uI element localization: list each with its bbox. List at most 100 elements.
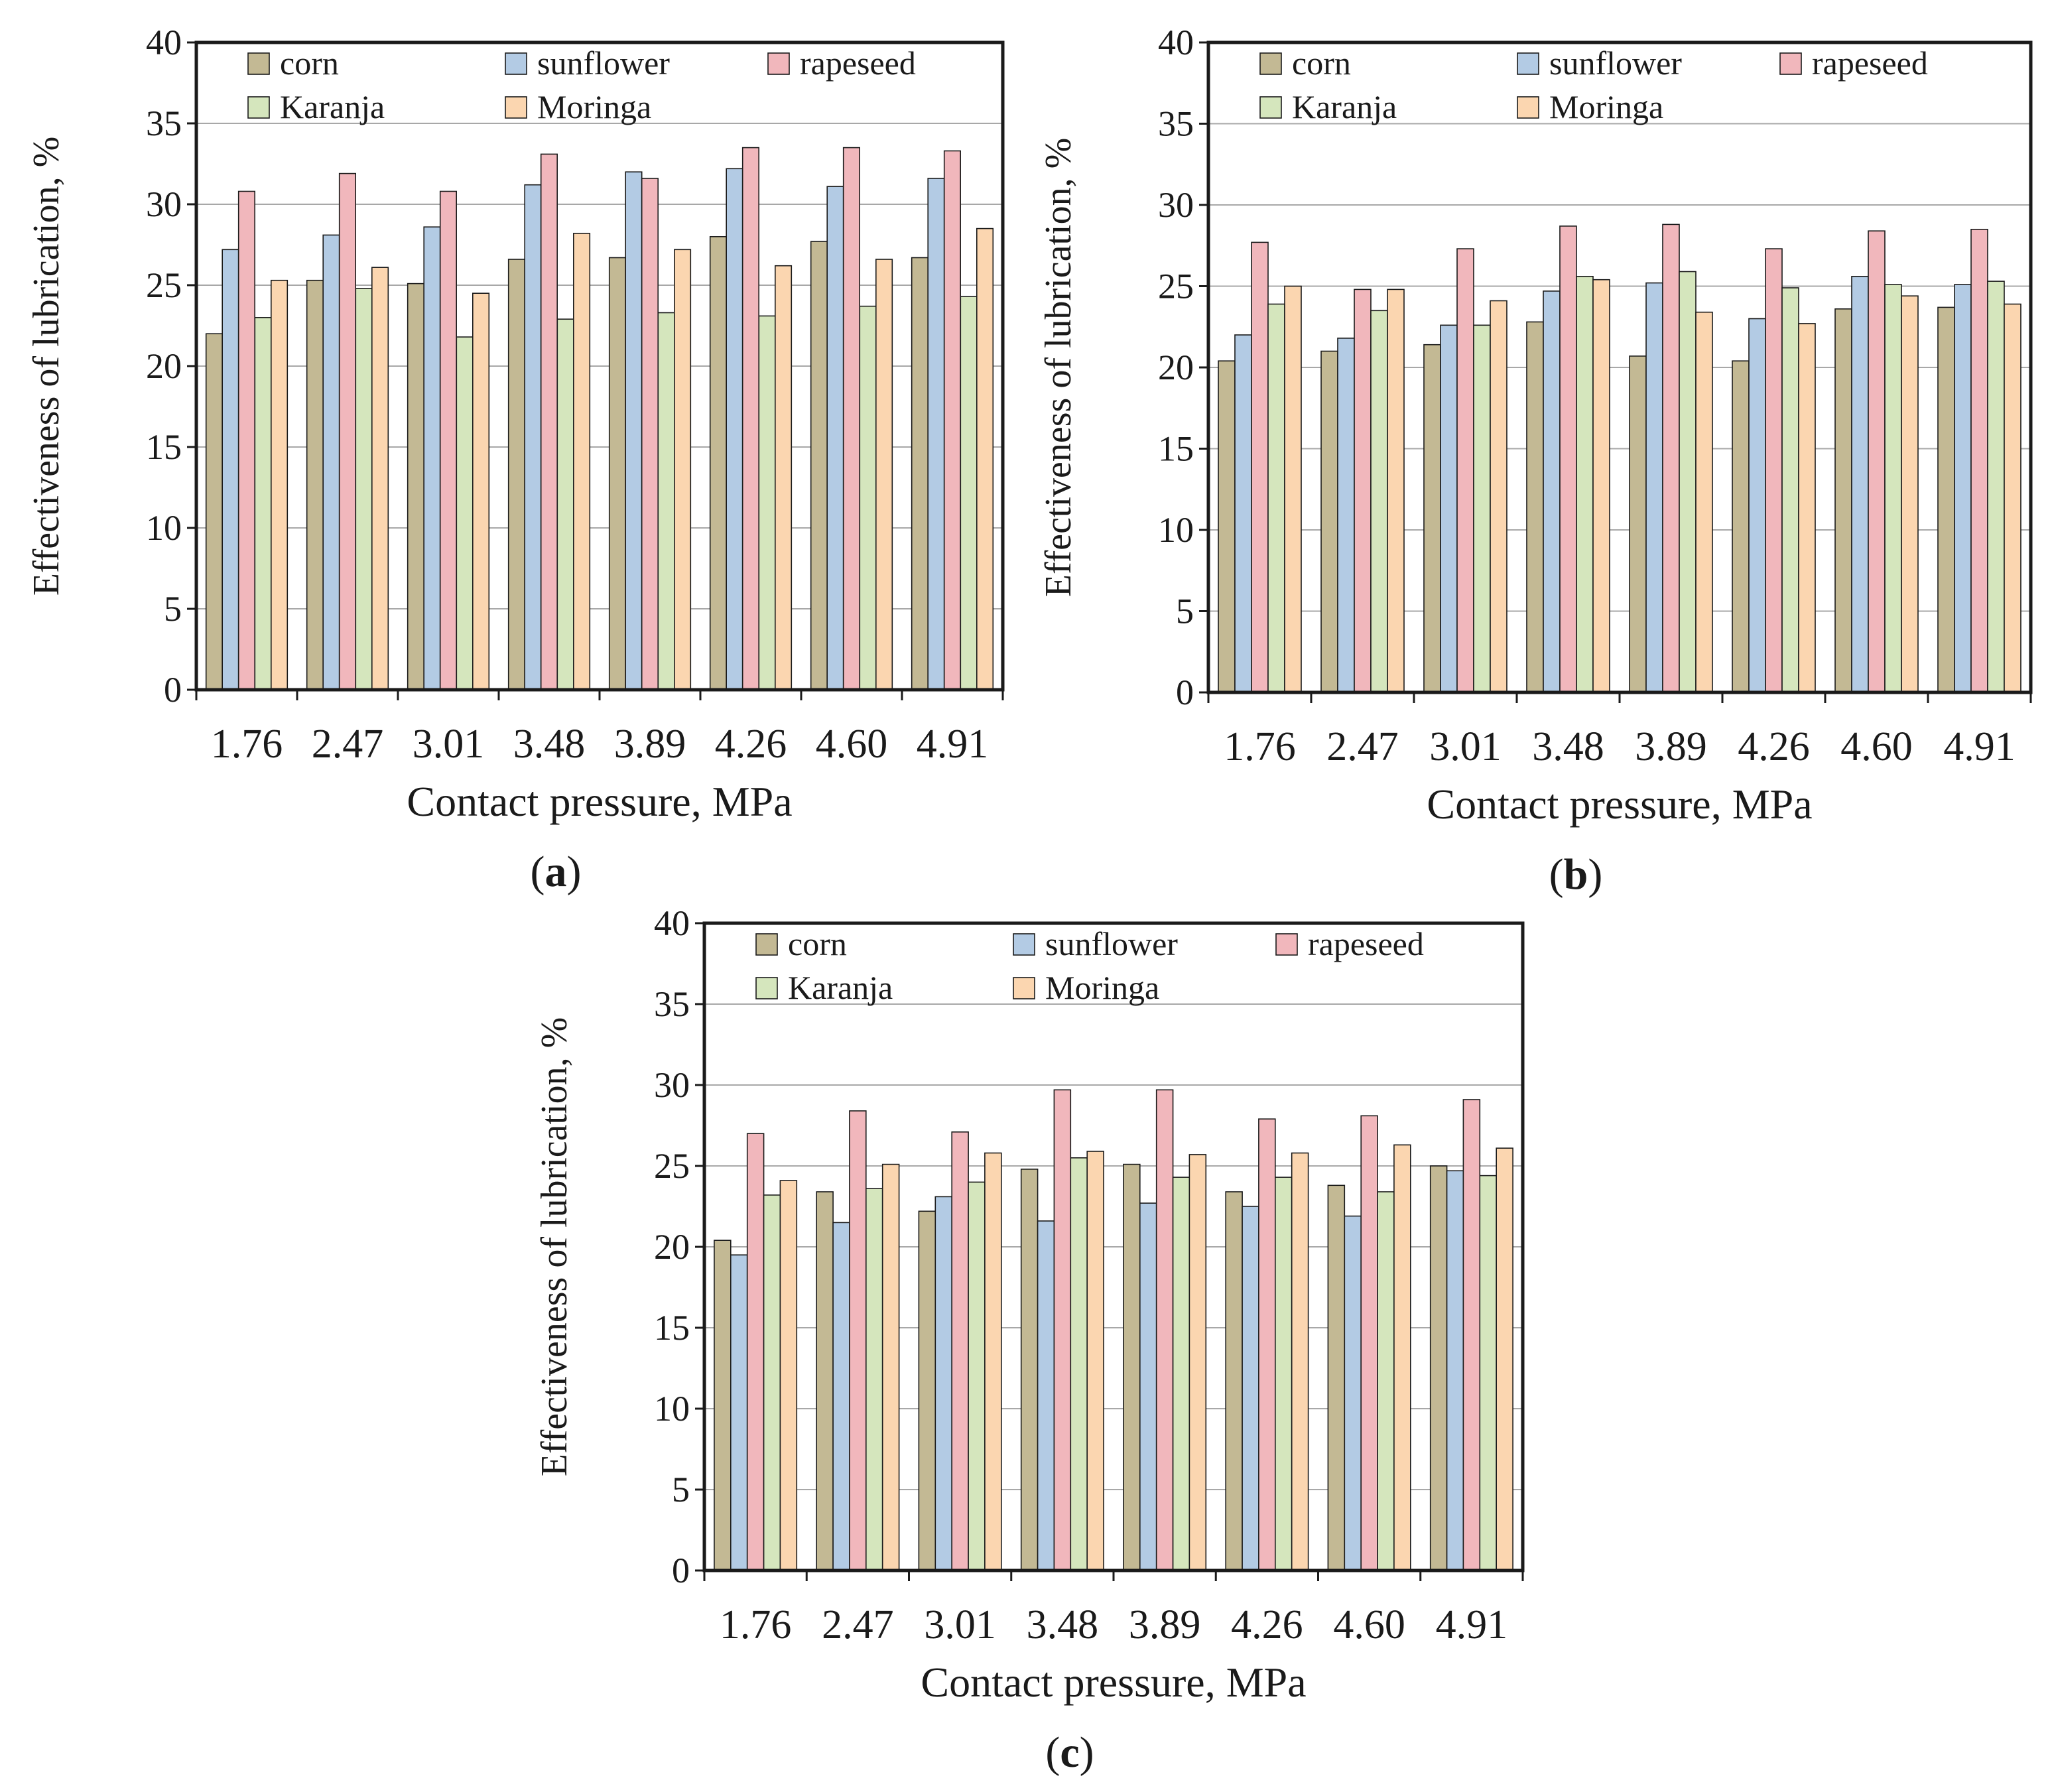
bar-corn-2.47 xyxy=(1320,350,1338,693)
panel-label: (b) xyxy=(1549,850,1603,899)
bar-rapeseed-3.01 xyxy=(1456,248,1474,693)
x-tick-label: 3.48 xyxy=(513,722,586,767)
bar-corn-4.91 xyxy=(911,257,929,690)
bar-sunflower-3.48 xyxy=(1543,290,1561,693)
bar-karanja-4.60 xyxy=(1377,1191,1395,1571)
bar-karanja-1.76 xyxy=(254,316,272,690)
y-tick-label: 35 xyxy=(146,103,182,143)
x-tick-label: 3.48 xyxy=(1027,1602,1099,1647)
bar-corn-3.89 xyxy=(1629,355,1647,693)
y-tick-label: 15 xyxy=(146,427,182,467)
bar-rapeseed-4.26 xyxy=(1258,1118,1276,1571)
bar-moringa-1.76 xyxy=(270,279,288,690)
bar-karanja-3.48 xyxy=(1070,1157,1088,1571)
bar-sunflower-4.91 xyxy=(927,178,945,690)
bar-moringa-4.60 xyxy=(875,259,893,690)
chart-panel-c: 0 5 10 15 20 25 30 35 40 1.76 2.47 3.01 3.48 3.89 4.26… xyxy=(534,903,1525,1777)
y-tick-label: 0 xyxy=(164,670,182,710)
legend-label: corn xyxy=(1292,44,1351,82)
bar-karanja-2.47 xyxy=(355,288,373,690)
legend-label: sunflower xyxy=(1045,925,1178,962)
y-tick-label: 10 xyxy=(146,508,182,548)
chart-panel-a: 0 5 10 15 20 25 30 35 40 1.76 2.47 3.01 3.48 3.89 4.26… xyxy=(26,23,1005,896)
y-tick-label: 10 xyxy=(654,1389,690,1429)
legend-item-moringa: Moringa xyxy=(1517,88,1663,125)
x-tick-label: 3.01 xyxy=(924,1602,996,1647)
x-tick-label: 4.26 xyxy=(715,722,787,767)
legend-label: sunflower xyxy=(1549,44,1682,82)
legend-swatch xyxy=(1259,52,1282,75)
y-axis-title: Effectiveness of lubrication, % xyxy=(534,1017,575,1477)
legend-swatch xyxy=(505,52,527,75)
bar-moringa-3.89 xyxy=(673,249,692,690)
bar-corn-1.76 xyxy=(1218,360,1236,693)
legend-item-sunflower: sunflower xyxy=(505,44,670,82)
legend-label: Karanja xyxy=(280,88,385,125)
bar-moringa-4.26 xyxy=(775,265,793,690)
panel-label-letter: a xyxy=(545,848,567,896)
bar-corn-4.91 xyxy=(1429,1165,1448,1571)
bar-moringa-4.60 xyxy=(1393,1144,1411,1571)
x-axis-title: Contact pressure, MPa xyxy=(1427,781,1812,828)
y-tick-label: 35 xyxy=(1158,104,1194,144)
y-tick-label: 35 xyxy=(654,984,690,1024)
x-tick-label: 4.91 xyxy=(1436,1602,1508,1647)
legend-label: rapeseed xyxy=(1308,925,1424,962)
bar-rapeseed-4.60 xyxy=(1868,230,1886,693)
bar-karanja-3.89 xyxy=(1679,271,1697,693)
bar-rapeseed-4.60 xyxy=(1360,1115,1378,1571)
legend-item-sunflower: sunflower xyxy=(1013,925,1178,962)
x-tick-label: 4.60 xyxy=(816,722,888,767)
bar-moringa-1.76 xyxy=(1284,285,1302,693)
bar-karanja-4.60 xyxy=(1884,284,1902,693)
bar-sunflower-1.76 xyxy=(222,249,239,690)
y-tick-label: 5 xyxy=(672,1470,690,1509)
panel-label-close: ) xyxy=(1080,1728,1094,1777)
legend-swatch xyxy=(1779,52,1802,75)
bar-sunflower-3.01 xyxy=(934,1196,953,1571)
bar-moringa-3.01 xyxy=(1490,300,1507,693)
panel-label-close: ) xyxy=(1588,850,1602,899)
x-axis-title: Contact pressure, MPa xyxy=(407,778,792,825)
y-tick-label: 20 xyxy=(654,1227,690,1267)
x-tick-label: 3.89 xyxy=(614,722,686,767)
bar-moringa-4.91 xyxy=(2004,303,2021,693)
legend-label: Karanja xyxy=(1292,88,1397,125)
legend-swatch xyxy=(1517,52,1539,75)
bar-sunflower-2.47 xyxy=(1337,338,1355,693)
bar-sunflower-3.01 xyxy=(1440,324,1458,693)
x-axis-title: Contact pressure, MPa xyxy=(921,1659,1306,1706)
panel-label-close: ) xyxy=(567,848,582,896)
bar-rapeseed-3.48 xyxy=(540,153,558,690)
bar-sunflower-4.26 xyxy=(1748,318,1766,693)
bar-sunflower-3.89 xyxy=(1645,282,1663,693)
legend-swatch xyxy=(1259,96,1282,119)
bar-corn-3.01 xyxy=(1423,344,1441,693)
bar-rapeseed-4.91 xyxy=(943,150,961,690)
bar-karanja-4.26 xyxy=(1275,1177,1293,1571)
x-tick-label: 4.60 xyxy=(1840,724,1913,769)
bar-corn-4.26 xyxy=(1225,1191,1243,1571)
x-tick-label: 1.76 xyxy=(720,1602,792,1647)
x-tick-label: 3.89 xyxy=(1635,724,1707,769)
x-tick-label: 3.01 xyxy=(413,722,485,767)
y-tick-label: 25 xyxy=(146,265,182,305)
bar-rapeseed-3.01 xyxy=(439,190,458,690)
legend-swatch xyxy=(1517,96,1539,119)
bar-rapeseed-1.76 xyxy=(237,190,256,690)
bar-sunflower-3.48 xyxy=(524,184,542,690)
bar-moringa-4.26 xyxy=(1291,1152,1309,1571)
bar-karanja-3.01 xyxy=(1473,324,1491,693)
bar-sunflower-3.01 xyxy=(423,226,441,690)
y-tick-label: 0 xyxy=(672,1551,690,1590)
legend-label: corn xyxy=(280,44,339,82)
bar-moringa-3.01 xyxy=(984,1152,1002,1571)
panel-label-letter: c xyxy=(1060,1728,1079,1777)
bar-corn-3.48 xyxy=(1526,321,1544,693)
y-tick-label: 0 xyxy=(1176,672,1194,712)
legend-swatch xyxy=(505,96,527,119)
bar-sunflower-3.89 xyxy=(625,171,643,690)
legend-item-sunflower: sunflower xyxy=(1517,44,1682,82)
bar-karanja-2.47 xyxy=(1370,310,1388,693)
bar-corn-3.89 xyxy=(608,257,627,690)
